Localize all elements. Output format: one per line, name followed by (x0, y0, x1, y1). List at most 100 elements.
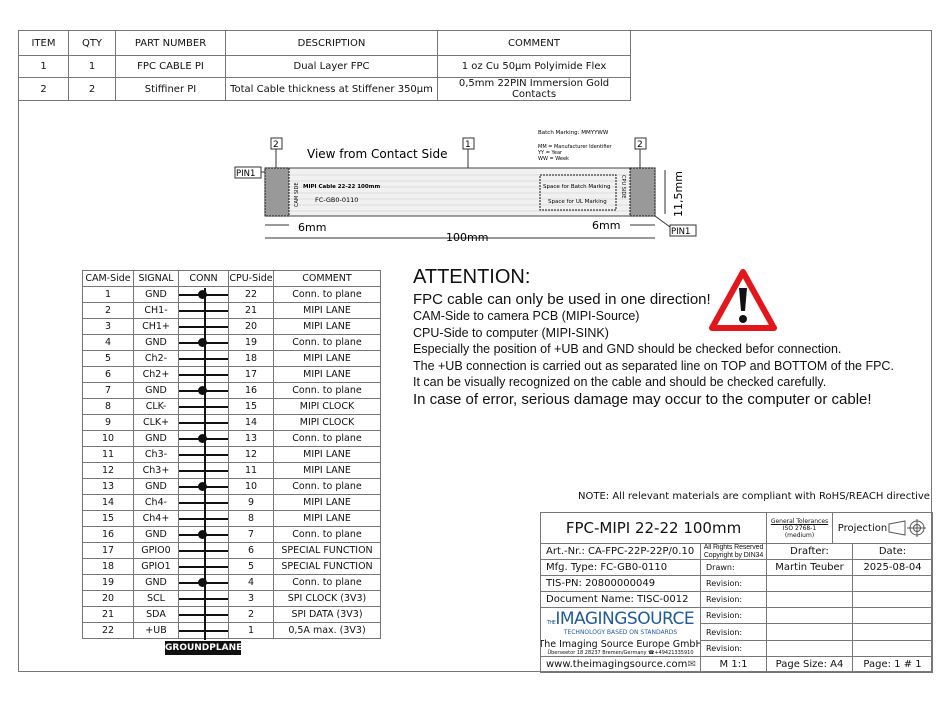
date-label: Date: (852, 543, 933, 560)
header-qty: QTY (68, 30, 116, 56)
signal: GND (133, 334, 179, 351)
cam-pin: 9 (82, 414, 134, 431)
batch-space-label: Space for Batch Marking (543, 184, 610, 190)
ul-space-label: Space for UL Marking (548, 199, 607, 205)
type-text: FC-GB0-0110 (315, 196, 358, 204)
cam-pin: 6 (82, 366, 134, 383)
signal: Ch2+ (133, 366, 179, 383)
header-comment: COMMENT (437, 30, 631, 56)
attention-line: The +UB connection is carried out as sep… (413, 358, 894, 373)
pin-row: 5 Ch2- 18 MIPI LANE (82, 350, 381, 367)
cam-pin: 21 (82, 606, 134, 623)
signal: GPIO1 (133, 558, 179, 575)
dim-stiffener-left: 6mm (298, 221, 326, 234)
attention-notice: ATTENTION: FPC cable can only be used in… (413, 266, 894, 408)
cam-pin: 16 (82, 526, 134, 543)
signal: GND (133, 382, 179, 399)
cell: 1 (68, 55, 116, 78)
imaging-source-logo: THEIMAGINGSOURCE (546, 608, 695, 629)
dim-width: 11,5mm (672, 171, 685, 217)
pin-table: CAM-Side SIGNAL CONN CPU-Side COMMENT 1 … (82, 270, 381, 639)
cell: 1 oz Cu 50µm Polyimide Flex (437, 55, 631, 78)
signal: Ch3- (133, 446, 179, 463)
pin-comment: MIPI CLOCK (273, 398, 381, 415)
website: www.theimagingsource.com ✉ (540, 656, 701, 673)
attention-line: FPC cable can only be used in one direct… (413, 291, 711, 308)
cpu-pin: 15 (228, 398, 274, 415)
signal: GND (133, 286, 179, 303)
cam-pin: 17 (82, 542, 134, 559)
cam-pin: 1 (82, 286, 134, 303)
header-item: ITEM (18, 30, 69, 56)
legend-ww: WW = Week (538, 156, 569, 162)
mfg-type: Mfg. Type: FC-GB0-0110 (540, 559, 701, 576)
pin-comment: 0,5A max. (3V3) (273, 622, 381, 639)
cpu-pin: 11 (228, 462, 274, 479)
pin-comment: Conn. to plane (273, 478, 381, 495)
ground-junction-dot (198, 434, 207, 443)
header-signal: SIGNAL (133, 270, 179, 287)
cam-pin: 7 (82, 382, 134, 399)
dim-stiffener-right: 6mm (592, 219, 620, 232)
warning-icon (709, 269, 777, 331)
cpu-pin: 21 (228, 302, 274, 319)
ground-junction-dot (198, 482, 207, 491)
header-comment: COMMENT (273, 270, 381, 287)
revision-cell (852, 591, 933, 608)
cam-pin: 19 (82, 574, 134, 591)
callout-2-left: 2 (270, 137, 283, 168)
cpu-pin: 17 (228, 366, 274, 383)
pin-row: 18 GPIO1 5 SPECIAL FUNCTION (82, 558, 381, 575)
signal: GND (133, 526, 179, 543)
legend-mm: MM = Manufacturer Identifier (538, 144, 613, 150)
header-part-number: PART NUMBER (115, 30, 226, 56)
ground-junction-dot (198, 578, 207, 587)
cpu-pin: 19 (228, 334, 274, 351)
cam-pin: 12 (82, 462, 134, 479)
legend-yy: YY = Year (537, 150, 563, 156)
signal: Ch3+ (133, 462, 179, 479)
parts-table: ITEM QTY PART NUMBER DESCRIPTION COMMENT… (18, 30, 631, 101)
pin-comment: Conn. to plane (273, 334, 381, 351)
pin-comment: SPECIAL FUNCTION (273, 542, 381, 559)
cpu-pin: 16 (228, 382, 274, 399)
pin-row: 11 Ch3- 12 MIPI LANE (82, 446, 381, 463)
company-name: The Imaging Source Europe GmbH (540, 638, 701, 650)
header-conn: CONN (178, 270, 229, 287)
signal: Ch4+ (133, 510, 179, 527)
conn-line (178, 622, 229, 639)
revision-cell (766, 575, 853, 592)
revision-cell (852, 607, 933, 624)
cpu-pin: 8 (228, 510, 274, 527)
pin-comment: MIPI LANE (273, 462, 381, 479)
revision-label: Revision: (700, 640, 767, 657)
pin-comment: MIPI LANE (273, 510, 381, 527)
cpu-pin: 12 (228, 446, 274, 463)
view-label: View from Contact Side (307, 147, 447, 161)
conn-line (178, 574, 229, 591)
stiffener-left (264, 167, 290, 217)
revision-cell (766, 640, 853, 657)
website-link[interactable]: www.theimagingsource.com (546, 659, 688, 670)
cpu-pin: 14 (228, 414, 274, 431)
signal: CLK+ (133, 414, 179, 431)
callout-1: 1 (462, 137, 475, 168)
drawn-label: Drawn: (700, 559, 767, 576)
page-size: Page Size: A4 (766, 656, 853, 673)
company-logo-block: THEIMAGINGSOURCE TECHNOLOGY BASED ON STA… (540, 607, 701, 657)
signal: Ch2- (133, 350, 179, 367)
pin-comment: Conn. to plane (273, 526, 381, 543)
pin-row: 17 GPIO0 6 SPECIAL FUNCTION (82, 542, 381, 559)
cell: 1 (18, 55, 69, 78)
cell: Dual Layer FPC (225, 55, 438, 78)
title-block: FPC-MIPI 22-22 100mm General Tolerances I… (540, 512, 933, 673)
cam-pin: 10 (82, 430, 134, 447)
pin-row: 1 GND 22 Conn. to plane (82, 286, 381, 303)
pin-row: 9 CLK+ 14 MIPI CLOCK (82, 414, 381, 431)
revision-cell (766, 591, 853, 608)
ground-junction-dot (198, 338, 207, 347)
cam-pin: 22 (82, 622, 134, 639)
pin-comment: MIPI CLOCK (273, 414, 381, 431)
compliance-note: NOTE: All relevant materials are complia… (578, 491, 930, 502)
svg-text:1: 1 (465, 140, 471, 150)
